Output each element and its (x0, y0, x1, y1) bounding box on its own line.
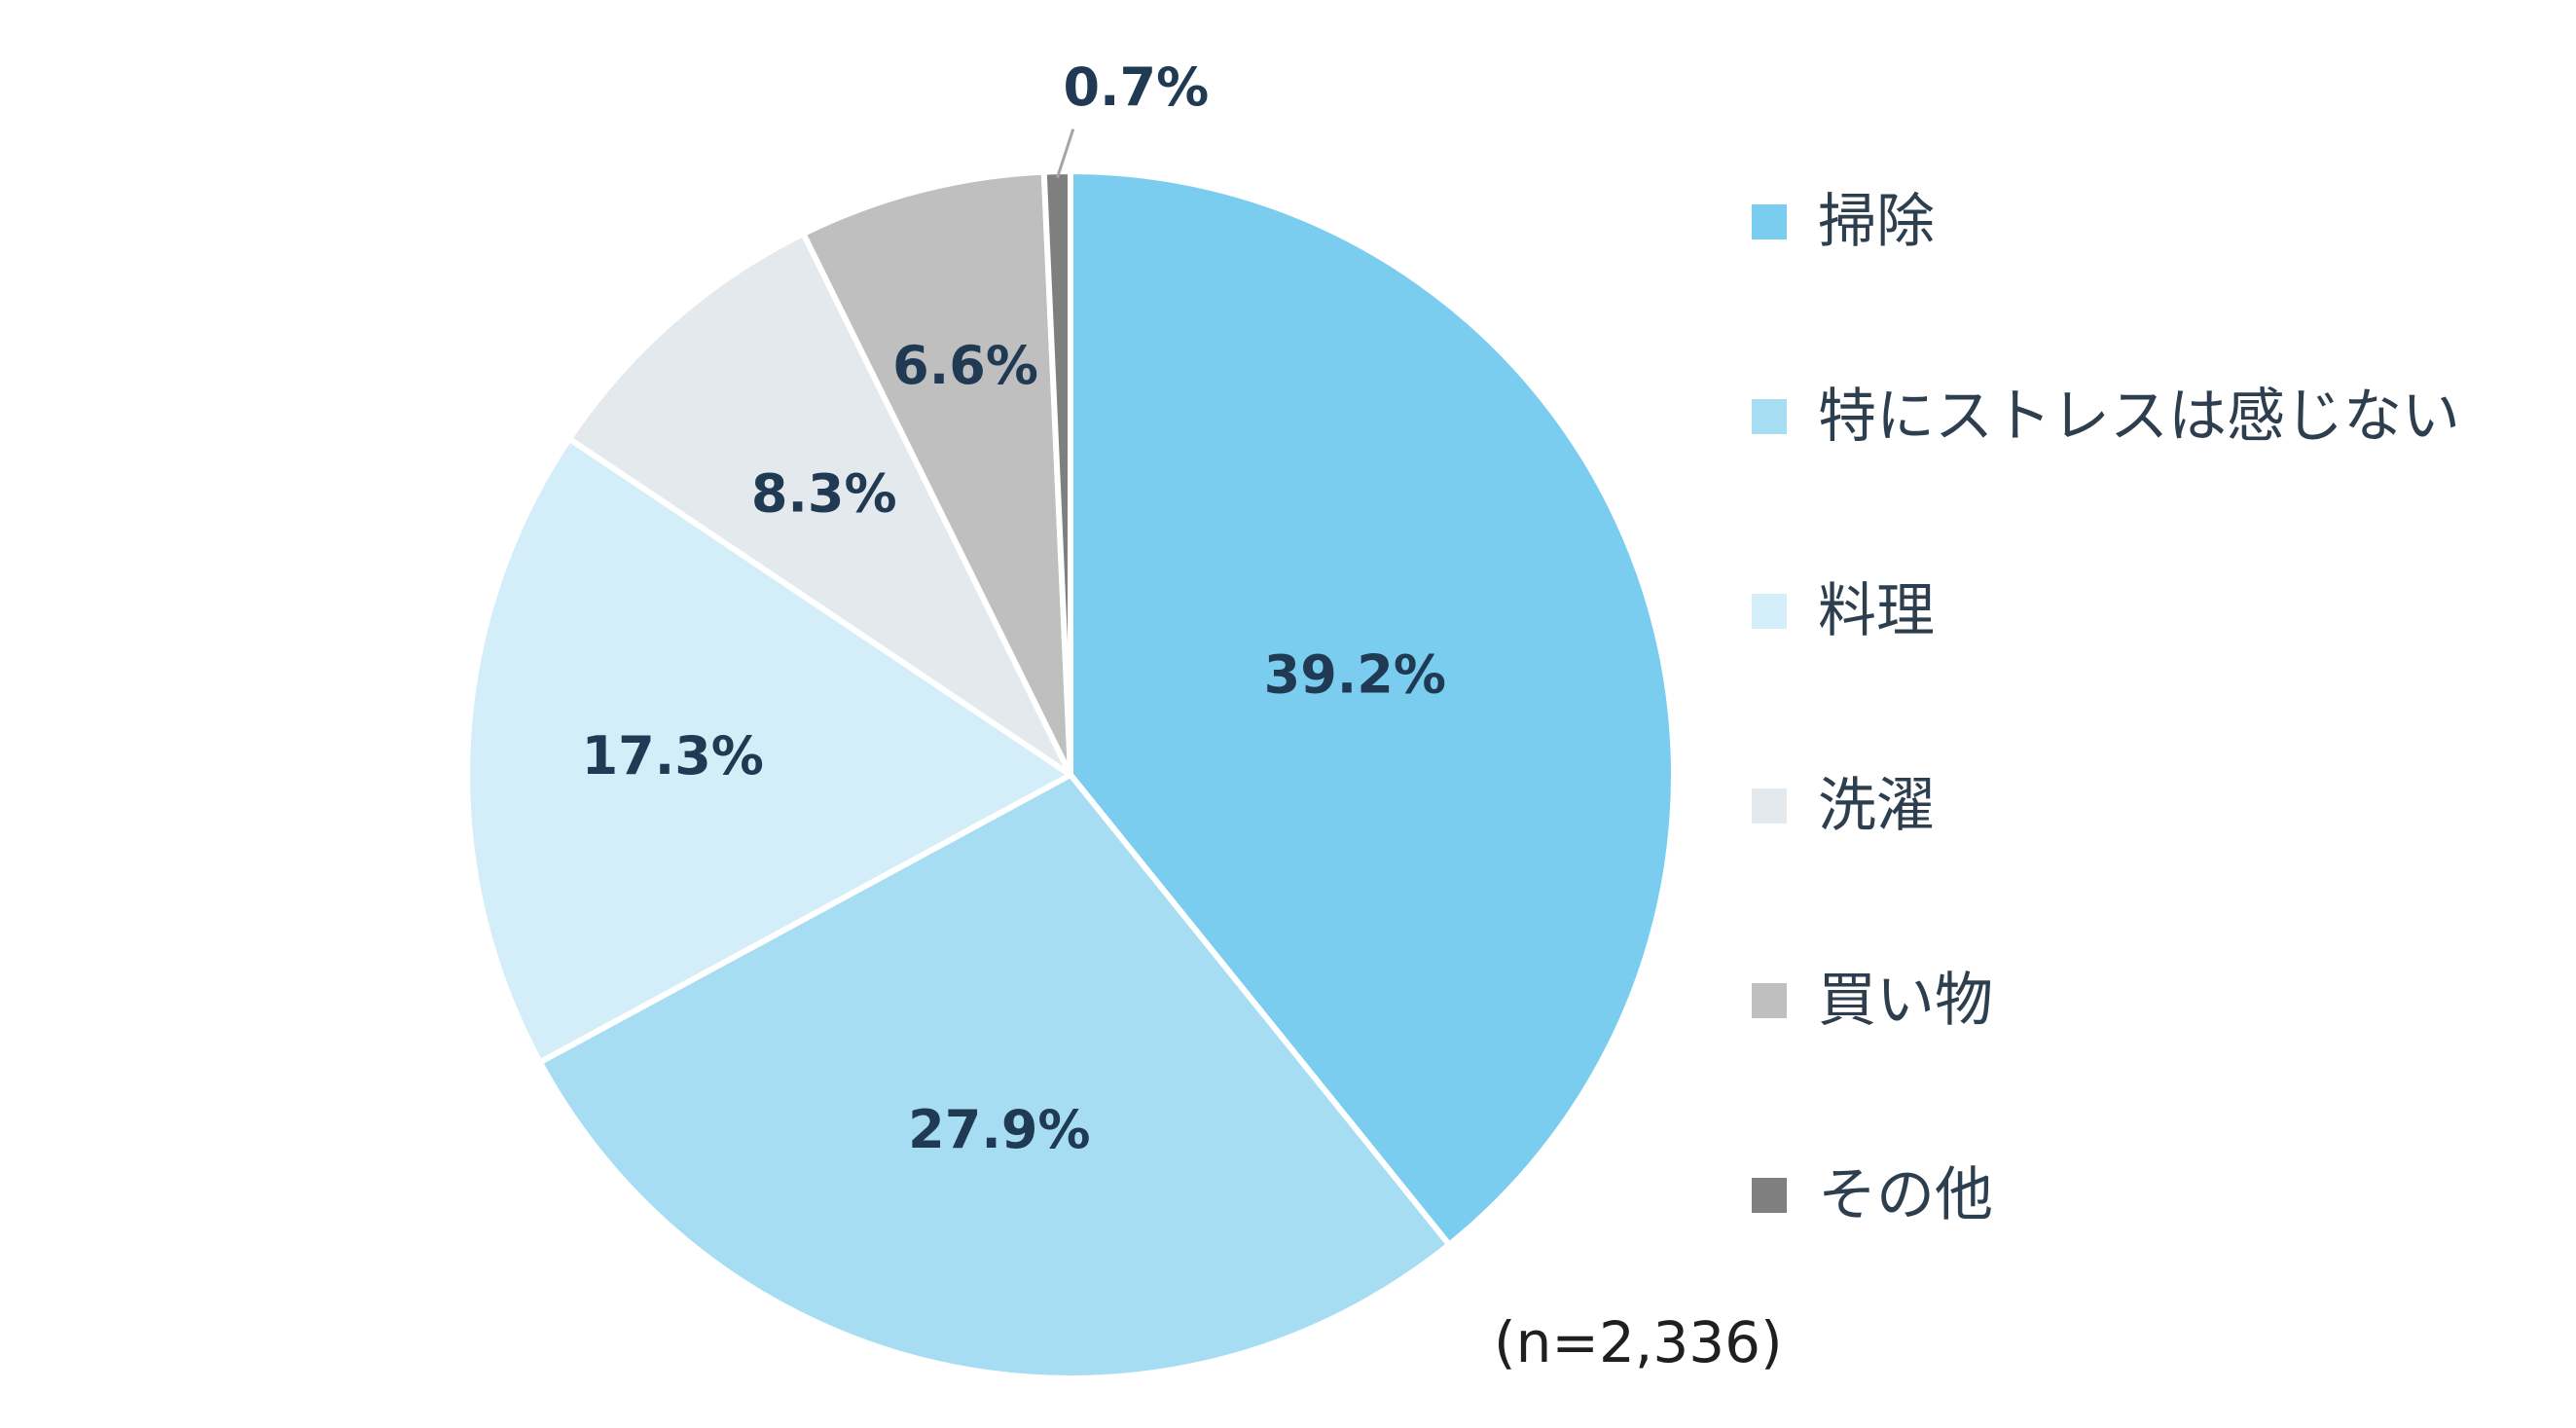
legend-label-2: 特にストレスは感じない (1818, 383, 2460, 451)
sample-size-note: (n=2,336) (1494, 1309, 1783, 1375)
legend-item-3: 料理 (1752, 572, 1935, 650)
legend-label-6: その他 (1818, 1161, 1993, 1229)
slice-value-label-4: 8.3% (751, 462, 897, 524)
legend-item-6: その他 (1752, 1156, 1993, 1234)
legend-swatch-6 (1752, 1178, 1787, 1213)
slice-value-label-1: 39.2% (1264, 643, 1446, 705)
slice-value-label-3: 17.3% (582, 725, 764, 787)
legend-item-4: 洗濯 (1752, 767, 1935, 845)
legend-swatch-1 (1752, 204, 1787, 239)
slice-value-label-5: 6.6% (892, 335, 1038, 396)
legend-swatch-4 (1752, 788, 1787, 824)
slice-value-label-2: 27.9% (908, 1099, 1090, 1160)
leader-line-6 (1056, 128, 1075, 178)
pie-slice-3 (464, 435, 1073, 1066)
legend-label-5: 買い物 (1818, 967, 1993, 1035)
legend-item-1: 掃除 (1752, 183, 1935, 261)
slice-value-label-6: 0.7% (1063, 56, 1209, 118)
legend-label-3: 料理 (1818, 577, 1935, 645)
legend-swatch-5 (1752, 983, 1787, 1018)
legend-item-5: 買い物 (1752, 962, 1993, 1040)
pie-slice-1 (1068, 168, 1677, 1248)
pie-slice-5 (800, 168, 1073, 778)
legend-label-1: 掃除 (1818, 188, 1935, 256)
legend-swatch-3 (1752, 594, 1787, 629)
pie-slice-4 (566, 231, 1073, 778)
pie-slice-6 (1040, 168, 1073, 778)
legend-item-2: 特にストレスは感じない (1752, 378, 2460, 456)
legend-swatch-2 (1752, 399, 1787, 434)
pie-slice-2 (536, 772, 1453, 1381)
legend-label-4: 洗濯 (1818, 772, 1935, 840)
